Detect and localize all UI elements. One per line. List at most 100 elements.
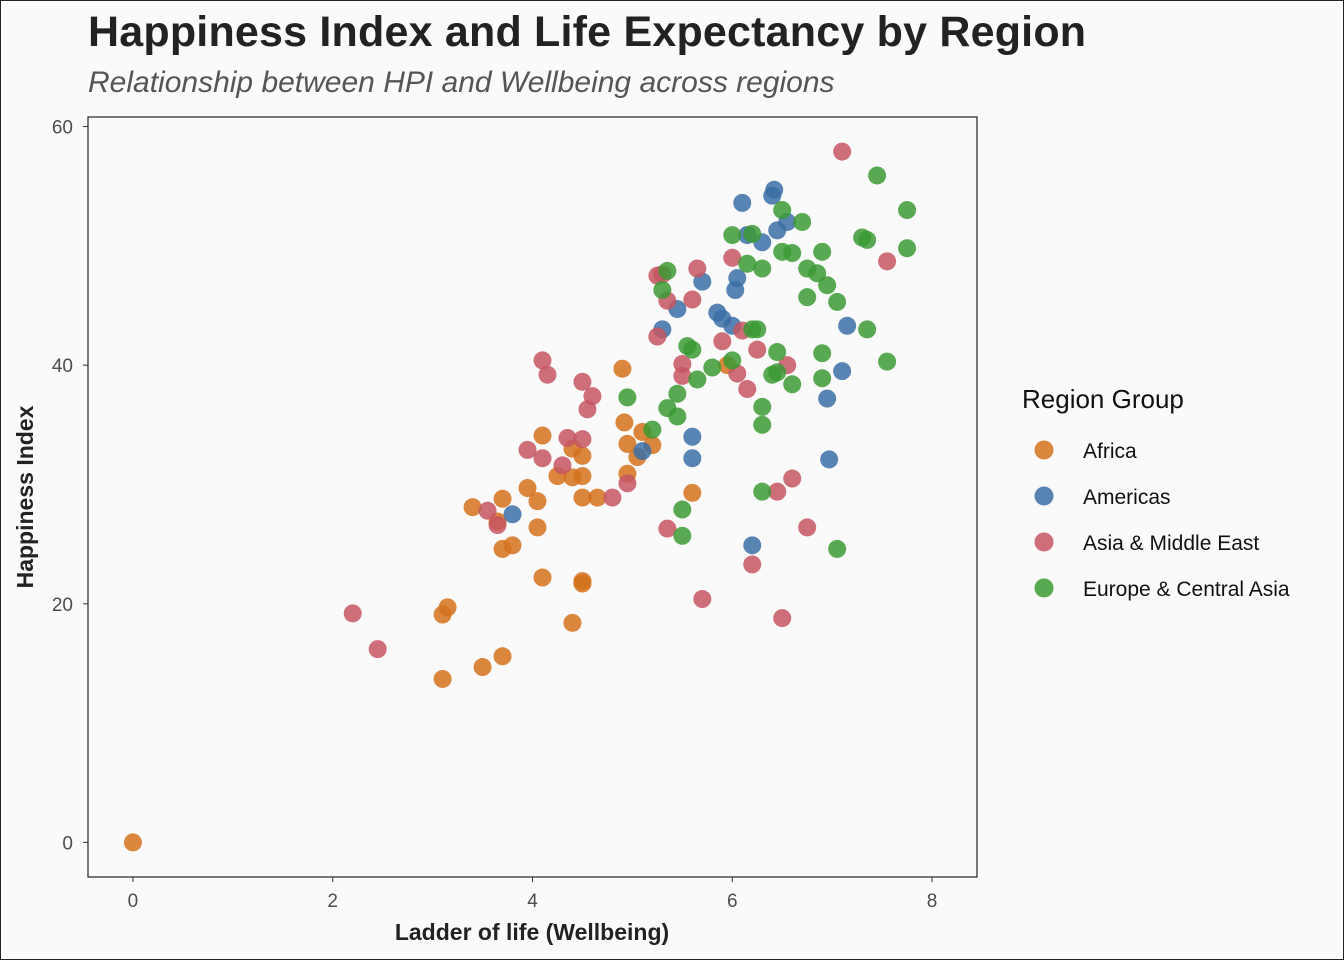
point-europe-central-asia (783, 375, 802, 394)
point-americas (838, 316, 857, 335)
point-europe-central-asia (858, 320, 877, 339)
point-americas (728, 269, 747, 288)
point-asia-middle-east (738, 380, 757, 399)
point-asia-middle-east (478, 501, 497, 520)
point-europe-central-asia (738, 254, 757, 273)
point-asia-middle-east (648, 327, 667, 346)
point-asia-middle-east (743, 555, 762, 574)
legend: Region Group Africa Americas Asia & Middle… (1022, 384, 1290, 601)
x-tick-label: 8 (927, 891, 938, 912)
x-axis-ticks: 0 2 4 6 8 (128, 877, 938, 912)
point-asia-middle-east (783, 469, 802, 488)
point-asia-middle-east (343, 604, 362, 623)
point-asia-middle-east (488, 516, 507, 535)
point-asia-middle-east (688, 259, 707, 278)
point-europe-central-asia (773, 201, 792, 220)
x-tick-label: 0 (128, 891, 139, 912)
point-europe-central-asia (868, 166, 887, 185)
point-africa (683, 483, 702, 502)
point-europe-central-asia (753, 415, 772, 434)
point-asia-middle-east (573, 430, 592, 449)
point-africa (618, 434, 637, 453)
point-africa (438, 598, 457, 617)
point-asia-middle-east (558, 428, 577, 447)
point-europe-central-asia (808, 264, 827, 283)
point-europe-central-asia (798, 288, 817, 307)
point-africa (503, 536, 522, 555)
point-asia-middle-east (673, 366, 692, 385)
point-asia-middle-east (518, 440, 537, 459)
point-africa (588, 488, 607, 507)
point-europe-central-asia (673, 500, 692, 519)
point-americas (820, 450, 839, 469)
point-europe-central-asia (783, 244, 802, 263)
point-africa (563, 613, 582, 632)
legend-label-africa: Africa (1083, 440, 1137, 463)
point-europe-central-asia (643, 420, 662, 439)
legend-label-europe-central-asia: Europe & Central Asia (1083, 578, 1290, 601)
point-africa (613, 359, 632, 378)
point-asia-middle-east (878, 252, 897, 271)
y-axis-ticks: 0 20 40 60 (52, 118, 88, 854)
point-asia-middle-east (748, 340, 767, 359)
point-asia-middle-east (723, 248, 742, 267)
point-africa (533, 426, 552, 445)
point-europe-central-asia (753, 482, 772, 501)
point-africa (518, 479, 537, 498)
point-asia-middle-east (798, 518, 817, 537)
point-europe-central-asia (688, 370, 707, 389)
point-africa (573, 574, 592, 593)
point-americas (633, 442, 652, 461)
point-asia-middle-east (658, 519, 677, 538)
y-tick-label: 20 (52, 595, 73, 616)
y-tick-label: 40 (52, 356, 73, 377)
x-axis-label: Ladder of life (Wellbeing) (395, 919, 669, 945)
legend-label-asia-middle-east: Asia & Middle East (1083, 532, 1259, 555)
point-europe-central-asia (753, 397, 772, 416)
point-americas (503, 505, 522, 524)
point-asia-middle-east (713, 332, 732, 351)
x-tick-label: 4 (527, 891, 538, 912)
point-africa (573, 446, 592, 465)
point-europe-central-asia (683, 340, 702, 359)
point-asia-middle-east (533, 351, 552, 370)
point-europe-central-asia (828, 539, 847, 558)
point-africa (528, 518, 547, 537)
point-asia-middle-east (773, 609, 792, 628)
point-americas (818, 389, 837, 408)
point-europe-central-asia (668, 407, 687, 426)
point-europe-central-asia (703, 358, 722, 377)
point-asia-middle-east (533, 449, 552, 468)
point-asia-middle-east (573, 372, 592, 391)
point-europe-central-asia (768, 363, 787, 382)
point-europe-central-asia (813, 369, 832, 388)
y-tick-label: 60 (52, 118, 73, 139)
chart-title: Happiness Index and Life Expectancy by R… (88, 8, 1087, 56)
point-americas (683, 427, 702, 446)
point-africa (573, 467, 592, 486)
legend-key-asia-middle-east (1034, 532, 1054, 552)
point-asia-middle-east (833, 142, 852, 161)
point-europe-central-asia (793, 212, 812, 231)
point-europe-central-asia (658, 261, 677, 280)
legend-key-africa (1034, 440, 1054, 460)
point-americas (733, 193, 752, 212)
point-americas (743, 536, 762, 555)
data-points (123, 142, 917, 852)
legend-label-americas: Americas (1083, 486, 1171, 509)
point-americas (833, 362, 852, 381)
point-africa (473, 658, 492, 677)
chart-subtitle: Relationship between HPI and Wellbeing a… (88, 66, 835, 99)
point-europe-central-asia (748, 320, 767, 339)
point-europe-central-asia (858, 230, 877, 249)
point-asia-middle-east (603, 488, 622, 507)
point-europe-central-asia (668, 384, 687, 403)
point-europe-central-asia (813, 242, 832, 261)
point-asia-middle-east (768, 482, 787, 501)
legend-key-europe-central-asia (1034, 578, 1054, 598)
point-africa (463, 498, 482, 517)
point-europe-central-asia (828, 292, 847, 311)
point-europe-central-asia (618, 388, 637, 407)
point-asia-middle-east (693, 590, 712, 609)
